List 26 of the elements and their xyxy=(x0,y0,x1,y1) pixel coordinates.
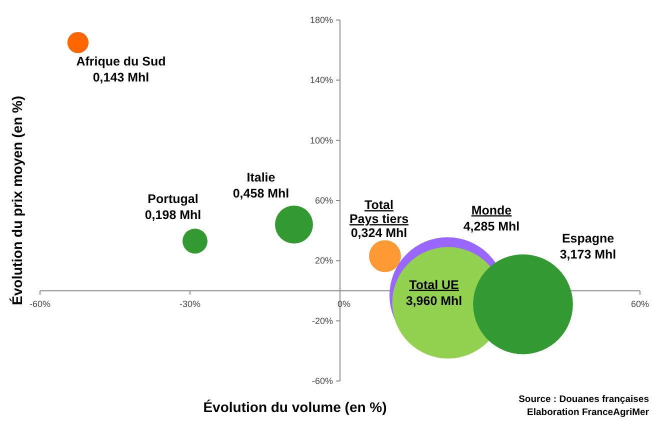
text: Italie xyxy=(246,170,276,185)
annotation: 0,324 Mhl xyxy=(350,226,408,240)
series-label: Monde xyxy=(471,203,512,218)
source-note: Source : Douanes françaises xyxy=(518,394,649,405)
y-tick-label: 20% xyxy=(314,256,333,266)
y-tick-label: 60% xyxy=(314,196,333,206)
annotation: 4,285 Mhl xyxy=(463,219,520,234)
x-axis-title: Évolution du volume (en %) xyxy=(203,399,387,415)
y-tick-label: 180% xyxy=(310,15,333,25)
x-tick-label: 60% xyxy=(630,298,650,309)
x-tick-label: -30% xyxy=(179,298,201,309)
annotation: 0,198 Mhl xyxy=(144,208,202,222)
annotation: 0,143 Mhl xyxy=(92,70,150,85)
y-axis-title: Évolution du prix moyen (en %) xyxy=(9,96,25,306)
y-tick-label: 100% xyxy=(310,135,333,146)
y-tick-label: -60% xyxy=(312,376,333,386)
annotation: 0,458 Mhl xyxy=(232,186,290,201)
text: Elaboration FranceAgriMer xyxy=(527,407,650,418)
annotation: 3,173 Mhl xyxy=(560,247,616,262)
y-tick-label: -20% xyxy=(312,316,333,326)
y-tick-label: 140% xyxy=(310,75,333,86)
x-tick-label: -60% xyxy=(29,298,51,309)
series-label: Portugal xyxy=(148,192,198,206)
series-label: Total Pays tiers xyxy=(349,198,409,226)
series-label: Espagne xyxy=(562,231,614,246)
series-label: Afrique du Sud xyxy=(76,54,166,69)
